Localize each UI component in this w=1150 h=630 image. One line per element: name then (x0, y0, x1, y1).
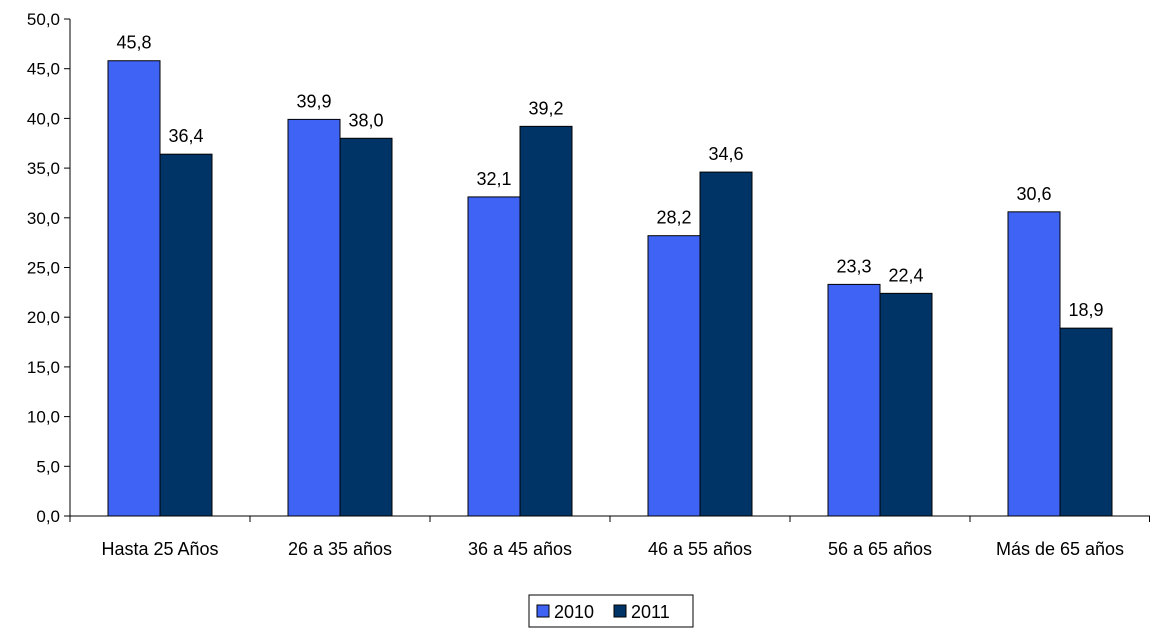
bar-2010 (827, 283, 881, 517)
y-tick-label: 10,0 (27, 408, 60, 427)
y-tick-label: 0,0 (36, 507, 60, 526)
x-category-label: Más de 65 años (996, 539, 1124, 559)
y-tick-label: 30,0 (27, 209, 60, 228)
legend: 2010 2011 (528, 594, 694, 628)
bars (107, 60, 1113, 517)
data-label: 28,2 (656, 208, 691, 228)
legend-label: 2010 (554, 602, 594, 622)
data-label: 30,6 (1016, 184, 1051, 204)
y-tick-label: 50,0 (27, 10, 60, 29)
y-tick-label: 5,0 (36, 457, 60, 476)
y-tick-label: 40,0 (27, 109, 60, 128)
x-category-label: 46 a 55 años (648, 539, 752, 559)
data-label: 32,1 (476, 169, 511, 189)
bar-2011 (879, 292, 933, 517)
data-label: 38,0 (348, 110, 383, 130)
data-label: 34,6 (708, 144, 743, 164)
bar-2010 (647, 235, 701, 517)
bar-2010 (107, 60, 161, 517)
data-label: 36,4 (168, 126, 203, 146)
x-category-label: 26 a 35 años (288, 539, 392, 559)
data-label: 18,9 (1068, 300, 1103, 320)
legend-label: 2011 (631, 602, 670, 622)
data-labels: 45,8 36,4 39,9 38,0 32,1 39,2 28,2 34,6 23,3 22,4… (116, 33, 1103, 320)
x-axis: Hasta 25 Años 26 a 35 años 36 a 45 años 46 … (69, 515, 1150, 559)
bar-2010 (287, 118, 341, 517)
bar-2011 (699, 171, 753, 517)
legend-box (528, 594, 694, 628)
y-tick-label: 35,0 (27, 159, 60, 178)
data-label: 22,4 (888, 265, 923, 285)
y-tick-label: 15,0 (27, 358, 60, 377)
bar-2010 (467, 196, 521, 517)
bar-2011 (1059, 327, 1113, 517)
data-label: 39,9 (296, 91, 331, 111)
y-tick-label: 45,0 (27, 60, 60, 79)
x-category-label: 56 a 65 años (828, 539, 932, 559)
bar-2011 (339, 137, 393, 517)
bar-2010 (1007, 211, 1061, 517)
data-label: 23,3 (836, 256, 871, 276)
x-category-label: 36 a 45 años (468, 539, 572, 559)
data-label: 45,8 (116, 33, 151, 53)
data-label: 39,2 (528, 98, 563, 118)
legend-swatch (613, 604, 627, 618)
legend-swatch (536, 604, 550, 618)
y-tick-label: 25,0 (27, 259, 60, 278)
y-axis: 0,0 5,0 10,0 15,0 20,0 25,0 30,0 35,0 40,0 45,0 50… (27, 10, 71, 526)
bar-2011 (159, 153, 213, 517)
y-tick-label: 20,0 (27, 308, 60, 327)
bar-2011 (519, 125, 573, 517)
x-category-label: Hasta 25 Años (101, 539, 218, 559)
